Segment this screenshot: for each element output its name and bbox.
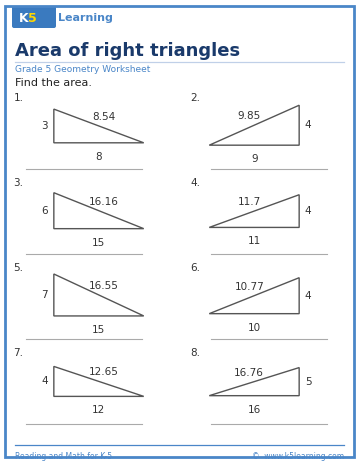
Text: Grade 5 Geometry Worksheet: Grade 5 Geometry Worksheet <box>15 65 150 74</box>
Text: 7: 7 <box>42 290 48 300</box>
Text: 8: 8 <box>95 152 102 162</box>
Text: 4: 4 <box>42 376 48 387</box>
Text: 15: 15 <box>92 325 106 335</box>
Text: Find the area.: Find the area. <box>15 78 92 88</box>
Text: 16.16: 16.16 <box>89 197 119 206</box>
Text: K: K <box>19 12 29 25</box>
Text: 4: 4 <box>305 291 312 300</box>
FancyBboxPatch shape <box>12 6 56 28</box>
Text: 3.: 3. <box>14 177 24 188</box>
Text: 12.65: 12.65 <box>89 368 119 377</box>
Text: 7.: 7. <box>14 348 24 357</box>
Text: 8.: 8. <box>191 348 201 357</box>
Text: 11.7: 11.7 <box>238 197 261 207</box>
Text: 6: 6 <box>42 206 48 216</box>
Text: 4.: 4. <box>191 177 201 188</box>
Text: 9.85: 9.85 <box>238 111 261 121</box>
Text: 15: 15 <box>92 238 106 248</box>
Text: 4: 4 <box>305 120 312 130</box>
Text: 5.: 5. <box>14 263 24 273</box>
Text: 10.77: 10.77 <box>234 282 264 292</box>
Text: 1.: 1. <box>14 93 24 103</box>
Text: 16.76: 16.76 <box>234 368 264 378</box>
Text: 11: 11 <box>248 237 261 246</box>
Text: 10: 10 <box>248 323 261 332</box>
Text: Area of right triangles: Area of right triangles <box>15 42 240 60</box>
Text: 5: 5 <box>28 12 37 25</box>
Text: 12: 12 <box>92 406 106 415</box>
Text: 16: 16 <box>248 405 261 415</box>
Text: 5: 5 <box>305 376 312 387</box>
Text: 9: 9 <box>251 154 257 164</box>
Text: 3: 3 <box>42 121 48 131</box>
Text: 16.55: 16.55 <box>89 281 119 291</box>
Text: Reading and Math for K-5: Reading and Math for K-5 <box>15 452 112 461</box>
Text: 2.: 2. <box>191 93 201 103</box>
Text: ©  www.k5learning.com: © www.k5learning.com <box>252 452 344 461</box>
Text: 4: 4 <box>305 206 312 216</box>
Text: 8.54: 8.54 <box>92 112 115 122</box>
Text: 6.: 6. <box>191 263 201 273</box>
Text: Learning: Learning <box>58 13 113 23</box>
